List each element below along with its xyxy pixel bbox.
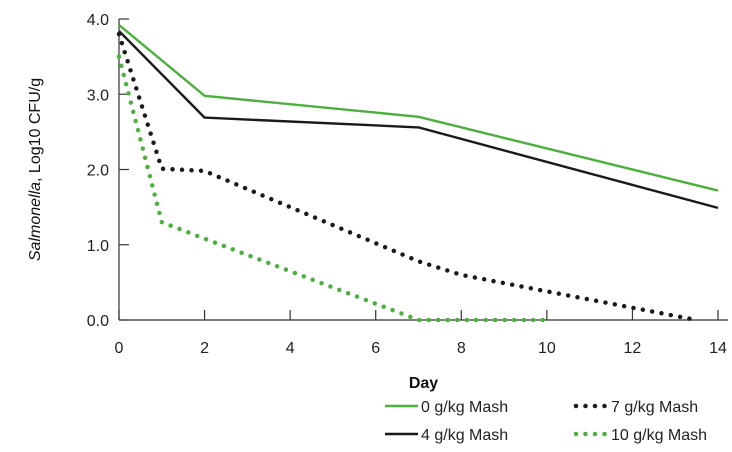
- x-tick-label: 0: [115, 340, 124, 357]
- y-tick-label: 1.0: [87, 238, 109, 255]
- y-tick-label: 0.0: [87, 313, 109, 330]
- legend-label-10-g-kg-mash: 10 g/kg Mash: [611, 427, 707, 444]
- series-7-g-kg-mash: [116, 31, 699, 323]
- y-axis-title: Salmonella, Log10 CFU/g: [27, 78, 44, 261]
- y-tick-label: 2.0: [87, 163, 109, 180]
- legend: 0 g/kg Mash 4 g/kg Mash 7 g/kg Mash 10 g/kg…: [385, 399, 707, 444]
- y-tick-label: 4.0: [87, 12, 109, 29]
- x-axis-title: Day: [409, 375, 438, 392]
- legend-label-0-g-kg-mash: 0 g/kg Mash: [421, 399, 508, 416]
- x-tick-label: 2: [200, 340, 209, 357]
- series-4-g-kg-mash: [118, 30, 719, 210]
- x-tick-label: 8: [457, 340, 466, 357]
- y-tick-label: 3.0: [87, 87, 109, 104]
- legend-label-4-g-kg-mash: 4 g/kg Mash: [421, 427, 508, 444]
- series-group: [116, 24, 719, 323]
- x-tick-label: 12: [624, 340, 642, 357]
- x-tick-label: 10: [538, 340, 556, 357]
- y-axis-title-italic: Salmonella: [27, 182, 44, 261]
- legend-label-7-g-kg-mash: 7 g/kg Mash: [611, 399, 698, 416]
- series-10-g-kg-mash: [116, 54, 550, 323]
- x-tick-label: 6: [371, 340, 380, 357]
- y-axis-title-rest: , Log10 CFU/g: [27, 78, 44, 182]
- x-tick-label: 4: [286, 340, 295, 357]
- axes: 0.0 1.0 2.0 3.0 4.0 0 2 4 6 8 10 12 14: [87, 12, 728, 357]
- x-tick-label: 14: [709, 340, 727, 357]
- series-0-g-kg-mash: [118, 24, 719, 192]
- axis-labels: Day Salmonella, Log10 CFU/g: [27, 78, 438, 392]
